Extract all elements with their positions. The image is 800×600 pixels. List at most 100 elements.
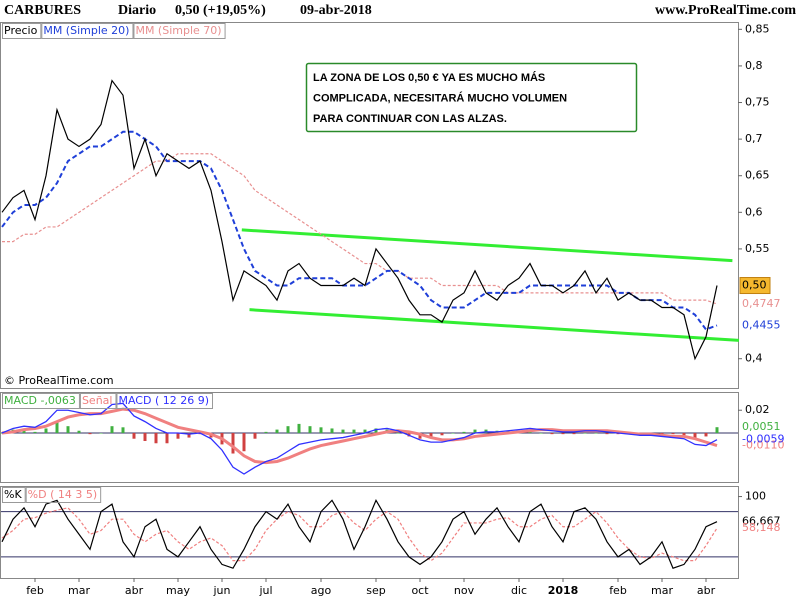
legend-box	[2, 393, 80, 409]
copyright: © ProRealTime.com	[4, 374, 114, 387]
histogram-bar	[561, 433, 565, 435]
histogram-bar	[88, 433, 92, 435]
histogram-bar	[231, 433, 235, 454]
x-tick-label: jul	[258, 584, 272, 597]
histogram-bar	[176, 433, 180, 439]
y-tick-label: 0,6	[745, 205, 763, 218]
histogram-bar	[264, 431, 268, 434]
histogram-bar	[319, 427, 323, 434]
legend-box	[25, 487, 102, 503]
annotation-text: PARA CONTINUAR CON LAS ALZAS.	[313, 113, 507, 125]
trend-line	[249, 308, 740, 342]
trend-line	[241, 228, 733, 263]
histogram-bar	[418, 433, 422, 439]
series-line	[1, 498, 718, 569]
x-tick-label: nov	[454, 584, 475, 597]
histogram-bar	[55, 421, 59, 434]
histogram-bar	[286, 426, 290, 434]
legend-entry: %D ( 14 3 5)	[28, 488, 98, 501]
series-line	[2, 153, 718, 305]
histogram-bar	[363, 429, 367, 434]
histogram-bar	[715, 427, 719, 434]
histogram-bar	[550, 433, 554, 435]
histogram-bar	[242, 433, 246, 452]
histogram-bar	[66, 426, 70, 434]
histogram-bar	[352, 429, 356, 434]
x-tick-label: 2018	[548, 584, 579, 597]
legend-box	[2, 487, 26, 503]
symbol: CARBURES	[4, 3, 81, 18]
histogram-bar	[121, 427, 125, 434]
last-value-label: -0,0110	[742, 439, 784, 452]
histogram-bar	[682, 433, 686, 436]
histogram-bar	[143, 433, 147, 441]
histogram-bar	[572, 433, 576, 435]
annotation-text: COMPLICADA, NECESITARÁ MUCHO VOLUMEN	[313, 91, 567, 104]
macd-panel	[0, 392, 739, 483]
x-tick-label: feb	[26, 584, 44, 597]
period: Diario	[118, 3, 156, 18]
legend-box	[116, 393, 214, 409]
histogram-bar	[99, 433, 103, 434]
histogram-bar	[0, 433, 4, 434]
y-tick-label: 0,7	[745, 132, 763, 145]
series-line	[1, 507, 718, 562]
histogram-bar	[77, 430, 81, 434]
main-panel	[0, 22, 739, 389]
x-tick-label: abr	[697, 584, 716, 597]
y-tick-label: 0,02	[745, 403, 770, 416]
x-tick-label: sep	[366, 584, 385, 597]
legend-entry: MM (Simple 70)	[135, 24, 221, 37]
x-tick-label: dic	[511, 584, 527, 597]
last-value-label: 0,50	[742, 279, 767, 292]
quote: 0,50 (+19,05%)	[175, 3, 266, 18]
legend-entry: MM (Simple 20)	[43, 24, 129, 37]
legend-box	[41, 23, 134, 39]
legend-entry: Precio	[4, 24, 38, 37]
x-tick-label: ago	[311, 584, 332, 597]
histogram-bar	[440, 433, 444, 436]
legend-box	[79, 393, 117, 409]
x-tick-label: may	[166, 584, 190, 597]
last-value-label: 0,4747	[742, 297, 781, 310]
histogram-bar	[253, 433, 257, 439]
last-value-box	[739, 277, 771, 295]
y-tick-label: 100	[745, 490, 766, 503]
histogram-bar	[341, 429, 345, 434]
annotation-text: LA ZONA DE LOS 0,50 € YA ES MUCHO MÁS	[313, 71, 545, 84]
series-line	[1, 130, 718, 331]
histogram-bar	[110, 426, 114, 434]
y-tick-label: 0,4	[745, 352, 763, 365]
histogram-bar	[165, 433, 169, 444]
legend-box	[2, 23, 42, 39]
histogram-bar	[605, 433, 609, 435]
histogram-bar	[462, 431, 466, 434]
histogram-bar	[451, 433, 455, 434]
stoch-panel	[0, 486, 739, 579]
histogram-bar	[33, 431, 37, 434]
legend-entry: %K	[4, 488, 22, 501]
histogram-bar	[297, 423, 301, 434]
series-line	[1, 79, 718, 361]
y-tick-label: 0,55	[745, 242, 770, 255]
x-tick-label: mar	[68, 584, 90, 597]
x-tick-label: feb	[609, 584, 627, 597]
y-tick-label: 0,75	[745, 96, 770, 109]
legend-box	[133, 23, 226, 39]
histogram-bar	[22, 429, 26, 434]
histogram-bar	[671, 433, 675, 435]
x-tick-label: jun	[213, 584, 231, 597]
annotation-box	[305, 62, 638, 133]
x-tick-label: abr	[125, 584, 144, 597]
x-tick-label: oct	[411, 584, 429, 597]
last-value-label: -0,0059	[742, 433, 784, 446]
histogram-bar	[539, 433, 543, 434]
histogram-bar	[704, 433, 708, 437]
last-value-label: 0,0051	[742, 420, 781, 433]
histogram-bar	[396, 433, 400, 434]
x-tick-label: mar	[651, 584, 673, 597]
histogram-bar	[44, 428, 48, 434]
last-value-label: 0,4455	[742, 318, 781, 331]
histogram-bar	[473, 429, 477, 434]
